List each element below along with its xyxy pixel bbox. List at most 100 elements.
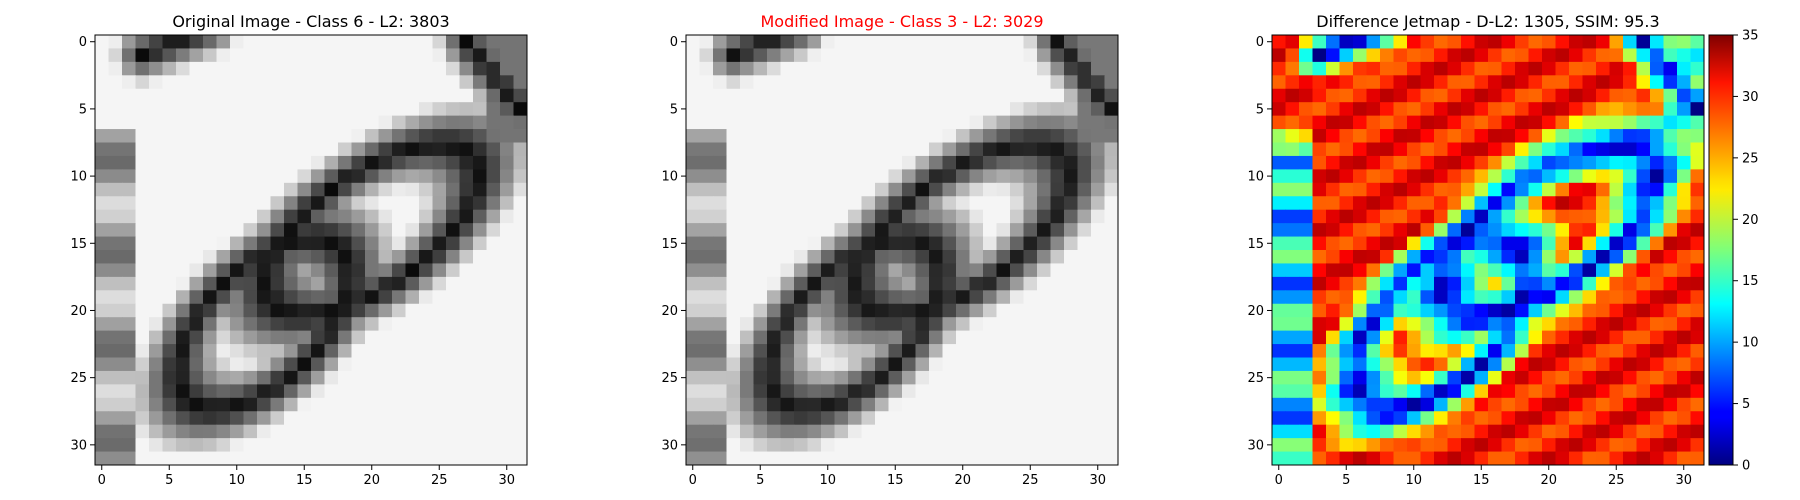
- heatmap-cell: [270, 61, 285, 76]
- heatmap-cell: [1650, 384, 1664, 399]
- heatmap-cell: [1474, 330, 1489, 345]
- heatmap-cell: [203, 276, 217, 291]
- heatmap-cell: [1366, 411, 1381, 426]
- heatmap-cell: [1582, 236, 1597, 251]
- heatmap-cell: [807, 236, 822, 251]
- heatmap-cell: [95, 317, 109, 332]
- heatmap-cell: [189, 223, 204, 238]
- heatmap-cell: [1569, 451, 1583, 466]
- heatmap-cell: [1555, 276, 1570, 291]
- heatmap-cell: [351, 236, 366, 251]
- heatmap-cell: [1515, 263, 1529, 278]
- heatmap-cell: [176, 115, 190, 130]
- heatmap-cell: [149, 102, 163, 117]
- heatmap-cell: [243, 303, 258, 318]
- heatmap-cell: [1023, 276, 1038, 291]
- heatmap-cell: [1501, 384, 1516, 399]
- heatmap-cell: [338, 276, 352, 291]
- heatmap-cell: [888, 75, 903, 90]
- heatmap-cell: [95, 276, 109, 291]
- heatmap-cell: [108, 397, 123, 412]
- heatmap-cell: [821, 236, 835, 251]
- heatmap-cell: [284, 142, 298, 157]
- heatmap-cell: [1037, 209, 1051, 224]
- heatmap-cell: [1104, 451, 1119, 466]
- heatmap-cell: [459, 142, 474, 157]
- heatmap-cell: [807, 223, 822, 238]
- heatmap-cell: [1434, 384, 1448, 399]
- heatmap-cell: [257, 290, 271, 305]
- heatmap-cell: [956, 438, 970, 453]
- heatmap-cell: [1663, 88, 1678, 103]
- heatmap-cell: [1501, 451, 1516, 466]
- heatmap-cell: [834, 155, 849, 170]
- heatmap-cell: [149, 169, 163, 184]
- heatmap-cell: [848, 169, 862, 184]
- heatmap-cell: [753, 384, 768, 399]
- heatmap-cell: [108, 344, 123, 358]
- heatmap-cell: [807, 424, 822, 439]
- heatmap-cell: [149, 35, 163, 49]
- heatmap-cell: [1312, 236, 1327, 251]
- heatmap-cell: [95, 75, 109, 90]
- heatmap-cell: [1555, 438, 1570, 453]
- heatmap-cell: [915, 236, 930, 251]
- heatmap-cell: [1488, 263, 1502, 278]
- heatmap-cell: [135, 75, 150, 90]
- heatmap-cell: [446, 129, 460, 143]
- heatmap-cell: [1447, 290, 1462, 305]
- heatmap-cell: [1326, 75, 1340, 90]
- heatmap-cell: [956, 142, 970, 157]
- heatmap-cell: [1023, 129, 1038, 143]
- heatmap-cell: [1312, 344, 1327, 358]
- heatmap-cell: [162, 236, 177, 251]
- heatmap-cell: [378, 250, 393, 264]
- heatmap-cell: [780, 196, 795, 211]
- heatmap-cell: [996, 129, 1011, 143]
- heatmap-cell: [794, 48, 808, 63]
- heatmap-cell: [189, 411, 204, 426]
- heatmap-cell: [486, 223, 501, 238]
- heatmap-cell: [1326, 155, 1340, 170]
- heatmap-cell: [1474, 223, 1489, 238]
- heatmap-cell: [405, 102, 420, 117]
- heatmap-cell: [1312, 357, 1327, 372]
- heatmap-cell: [699, 397, 714, 412]
- heatmap-cell: [1677, 223, 1691, 238]
- heatmap-cell: [1569, 397, 1583, 412]
- heatmap-cell: [1339, 182, 1354, 197]
- heatmap-cell: [1515, 370, 1529, 385]
- heatmap-cell: [888, 142, 903, 157]
- heatmap-cell: [848, 35, 862, 49]
- heatmap-cell: [1636, 115, 1651, 130]
- heatmap-cell: [1690, 209, 1705, 224]
- heatmap-cell: [122, 182, 136, 197]
- heatmap-cell: [1461, 438, 1475, 453]
- heatmap-cell: [1515, 236, 1529, 251]
- heatmap-cell: [405, 411, 420, 426]
- heatmap-cell: [1555, 75, 1570, 90]
- heatmap-cell: [1663, 223, 1678, 238]
- heatmap-cell: [243, 330, 258, 345]
- heatmap-cell: [486, 35, 501, 49]
- heatmap-cell: [875, 370, 889, 385]
- heatmap-cell: [996, 182, 1011, 197]
- heatmap-cell: [834, 88, 849, 103]
- heatmap-cell: [1569, 330, 1583, 345]
- heatmap-cell: [473, 344, 487, 358]
- heatmap-cell: [1064, 344, 1078, 358]
- heatmap-cell: [108, 48, 123, 63]
- heatmap-cell: [1272, 48, 1286, 63]
- heatmap-cell: [713, 303, 727, 318]
- heatmap-cell: [807, 169, 822, 184]
- heatmap-cell: [929, 88, 943, 103]
- heatmap-cell: [1474, 48, 1489, 63]
- heatmap-cell: [405, 196, 420, 211]
- heatmap-cell: [189, 155, 204, 170]
- heatmap-cell: [821, 35, 835, 49]
- heatmap-cell: [1285, 223, 1300, 238]
- heatmap-cell: [1366, 424, 1381, 439]
- heatmap-cell: [176, 290, 190, 305]
- heatmap-cell: [1366, 357, 1381, 372]
